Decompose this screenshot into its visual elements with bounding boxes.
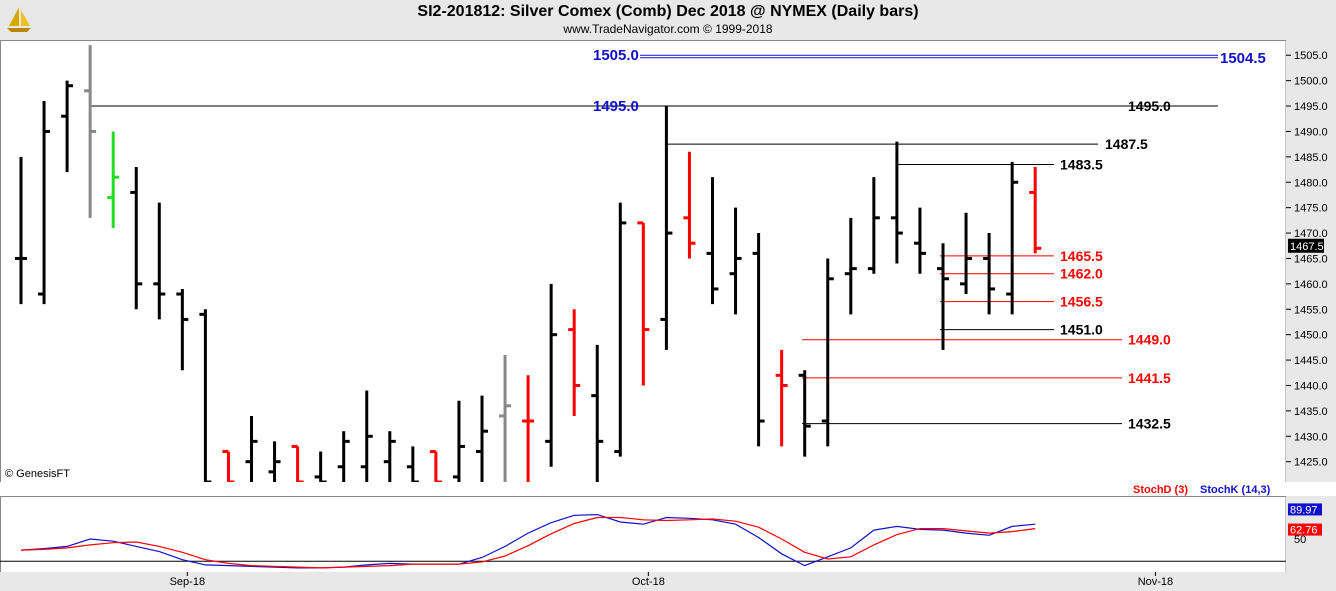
ohlc-bar (476, 395, 488, 482)
ohlc-bar (591, 344, 604, 482)
ohlc-bar (752, 233, 765, 447)
ohlc-bar (1029, 167, 1042, 254)
x-tick-label: Oct-18 (632, 576, 665, 588)
ohlc-bar (568, 309, 581, 416)
watermark: © GenesisFT (5, 468, 70, 480)
y-tick-label: 1470.0 (1294, 228, 1328, 240)
ohlc-bar (913, 207, 926, 274)
ohlc-bar (499, 354, 512, 482)
ohlc-bar (383, 431, 396, 482)
ohlc-bar (983, 233, 996, 315)
price-level-label: 1483.5 (1060, 156, 1103, 172)
last-price-label: 1467.5 (1290, 241, 1324, 253)
price-axis-background (1286, 40, 1336, 482)
ohlc-bar (960, 212, 973, 295)
ohlc-bar (107, 131, 120, 228)
ohlc-bar (844, 217, 857, 315)
price-level-label: 1432.5 (1128, 416, 1171, 432)
price-level-label: 1495.0 (1128, 98, 1171, 114)
chart-subtitle: www.TradeNavigator.com © 1999-2018 (563, 22, 773, 36)
price-panel: 1425.0 1430.0 1435.0 1440.0 1445.0 1450.0 1455… (0, 40, 1336, 484)
y-tick-label: 1495.0 (1294, 101, 1328, 113)
y-tick-label: 1455.0 (1294, 304, 1328, 316)
ohlc-bar (660, 106, 673, 350)
ohlc-bar (337, 431, 350, 482)
ohlc-bar (360, 390, 373, 482)
legend-strip (0, 482, 1336, 496)
price-level-label: 1449.0 (1128, 332, 1171, 348)
ohlc-bar (545, 283, 558, 467)
y-tick-label: 1475.0 (1294, 203, 1328, 215)
legend-stochk: StochK (14,3) (1200, 484, 1271, 496)
price-level-label: 1462.0 (1060, 266, 1103, 282)
legend-stochd: StochD (3) (1133, 484, 1188, 496)
y-tick-label: 1445.0 (1294, 355, 1328, 367)
y-tick-label: 1490.0 (1294, 126, 1328, 138)
ohlc-bar (130, 167, 143, 310)
ohlc-bar (775, 349, 788, 447)
price-level-label: 1441.5 (1128, 370, 1171, 386)
y-tick-label: 1485.0 (1294, 152, 1328, 164)
ohlc-bar (15, 156, 27, 305)
price-level-label: 1505.0 (593, 47, 639, 64)
ohlc-bar (890, 141, 903, 264)
stoch-series-line (20, 513, 1036, 569)
ohlc-bar (729, 207, 742, 315)
y-tick-label: 1460.0 (1294, 279, 1328, 291)
y-tick-label: 1465.0 (1294, 253, 1328, 265)
y-tick-label: 1440.0 (1294, 380, 1328, 392)
ohlc-bar (683, 151, 696, 259)
y-tick-label: 1450.0 (1294, 330, 1328, 342)
stoch-series-line (20, 516, 1036, 569)
ohlc-bar (268, 441, 281, 482)
ohlc-bar (38, 100, 51, 305)
ohlc-bar (176, 288, 189, 371)
ohlc-bar (821, 258, 834, 447)
y-tick-label: 1505.0 (1294, 50, 1328, 62)
price-level-label: 1465.5 (1060, 248, 1103, 264)
stochd-value-box (1288, 523, 1322, 536)
ohlc-bar (614, 202, 627, 457)
sailboat-logo-icon (4, 4, 34, 34)
y-tick-label: 1480.0 (1294, 177, 1328, 189)
ohlc-bar (153, 202, 166, 320)
ohlc-bar (452, 400, 465, 482)
y-tick-label: 1435.0 (1294, 406, 1328, 418)
ohlc-bar (798, 370, 811, 457)
stochk-value-label: 89.97 (1290, 504, 1318, 516)
y-tick-label: 1430.0 (1294, 431, 1328, 443)
ohlc-bar (84, 45, 97, 218)
x-axis-background (0, 572, 1336, 591)
y-tick-label: 1425.0 (1294, 457, 1328, 469)
x-tick-label: Nov-18 (1138, 576, 1173, 588)
stochd-value-label: 62.76 (1290, 525, 1318, 537)
x-tick-label: Sep-18 (170, 576, 205, 588)
price-level-label: 1451.0 (1060, 322, 1103, 338)
stoch-y-tick-label: 50 (1294, 534, 1306, 546)
ohlc-bar (61, 80, 74, 173)
stochastic-panel: StochD (3)StochK (14,3)05089.9762.76Sep-… (0, 482, 1336, 591)
ohlc-bar (245, 415, 258, 482)
ohlc-bar (637, 221, 650, 386)
chart-title: SI2-201812: Silver Comex (Comb) Dec 2018… (417, 3, 919, 20)
y-tick-label: 1500.0 (1294, 76, 1328, 88)
last-price-box (1288, 238, 1324, 253)
stoch-plot-area (0, 496, 1287, 573)
ohlc-bar (706, 177, 719, 305)
ohlc-bar (1006, 161, 1019, 315)
stochk-value-box (1288, 503, 1322, 516)
chart-header: SI2-201812: Silver Comex (Comb) Dec 2018… (0, 0, 1336, 40)
price-level-label: 1487.5 (1105, 136, 1148, 152)
price-level-label: 1456.5 (1060, 294, 1103, 310)
price-level-label: 1495.0 (593, 98, 639, 115)
ohlc-bar (867, 177, 880, 274)
ohlc-bar (937, 243, 949, 350)
ohlc-bar (522, 375, 535, 482)
price-level-label: 1504.5 (1220, 50, 1266, 67)
